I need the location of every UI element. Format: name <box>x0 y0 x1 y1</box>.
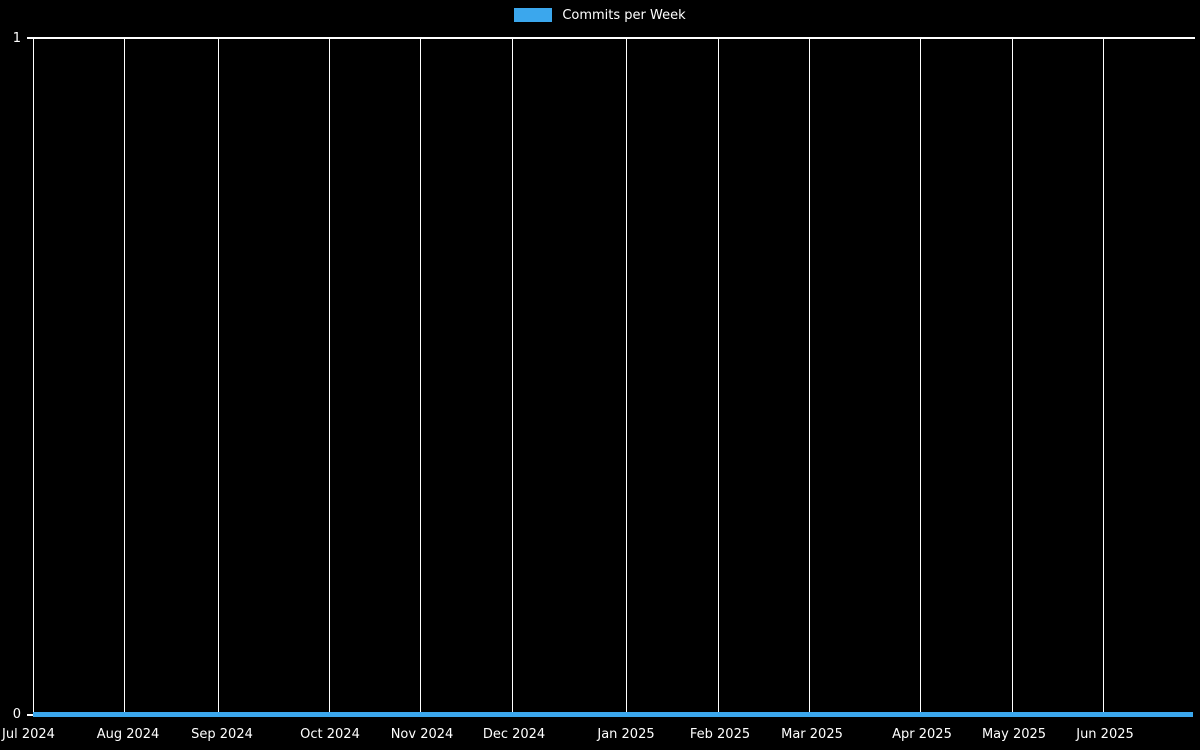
x-tick-label-apr-2025: Apr 2025 <box>892 727 952 742</box>
gridline-dec-2024 <box>512 38 513 715</box>
x-tick-label-aug-2024: Aug 2024 <box>96 727 160 742</box>
x-tick-label-oct-2024: Oct 2024 <box>300 727 360 742</box>
gridline-jul-2024 <box>33 38 34 715</box>
x-tick-label-jan-2025: Jan 2025 <box>597 727 655 742</box>
gridline-feb-2025 <box>718 38 719 715</box>
gridline-jun-2025 <box>1103 38 1104 715</box>
gridline-jan-2025 <box>626 38 627 715</box>
x-tick-label-dec-2024: Dec 2024 <box>482 727 546 742</box>
x-tick-label-feb-2025: Feb 2025 <box>689 727 751 742</box>
gridline-oct-2024 <box>329 38 330 715</box>
gridline-mar-2025 <box>809 38 810 715</box>
gridline-aug-2024 <box>124 38 125 715</box>
x-tick-label-may-2025: May 2025 <box>981 727 1047 742</box>
legend-color-swatch-icon <box>514 8 553 22</box>
x-tick-label-sep-2024: Sep 2024 <box>191 727 253 742</box>
y-tick-label-1: 1 <box>12 31 21 46</box>
y-tick-mark-1 <box>27 37 33 39</box>
legend-item-label: Commits per Week <box>562 7 686 23</box>
x-tick-label-jun-2025: Jun 2025 <box>1076 727 1134 742</box>
y-tick-mark-0 <box>27 714 33 716</box>
x-tick-label-jul-2024: Jul 2024 <box>2 727 55 742</box>
gridline-may-2025 <box>1012 38 1013 715</box>
y-tick-label-0: 0 <box>12 707 21 722</box>
gridline-nov-2024 <box>420 38 421 715</box>
x-tick-label-mar-2025: Mar 2025 <box>781 727 843 742</box>
gridline-apr-2025 <box>920 38 921 715</box>
series-commits-per-week <box>33 712 1193 717</box>
y-axis-top-line <box>33 37 1195 39</box>
legend-item-commits-per-week[interactable]: Commits per Week <box>514 7 686 23</box>
gridline-sep-2024 <box>218 38 219 715</box>
x-tick-label-nov-2024: Nov 2024 <box>390 727 454 742</box>
chart-legend: Commits per Week <box>0 4 1200 26</box>
